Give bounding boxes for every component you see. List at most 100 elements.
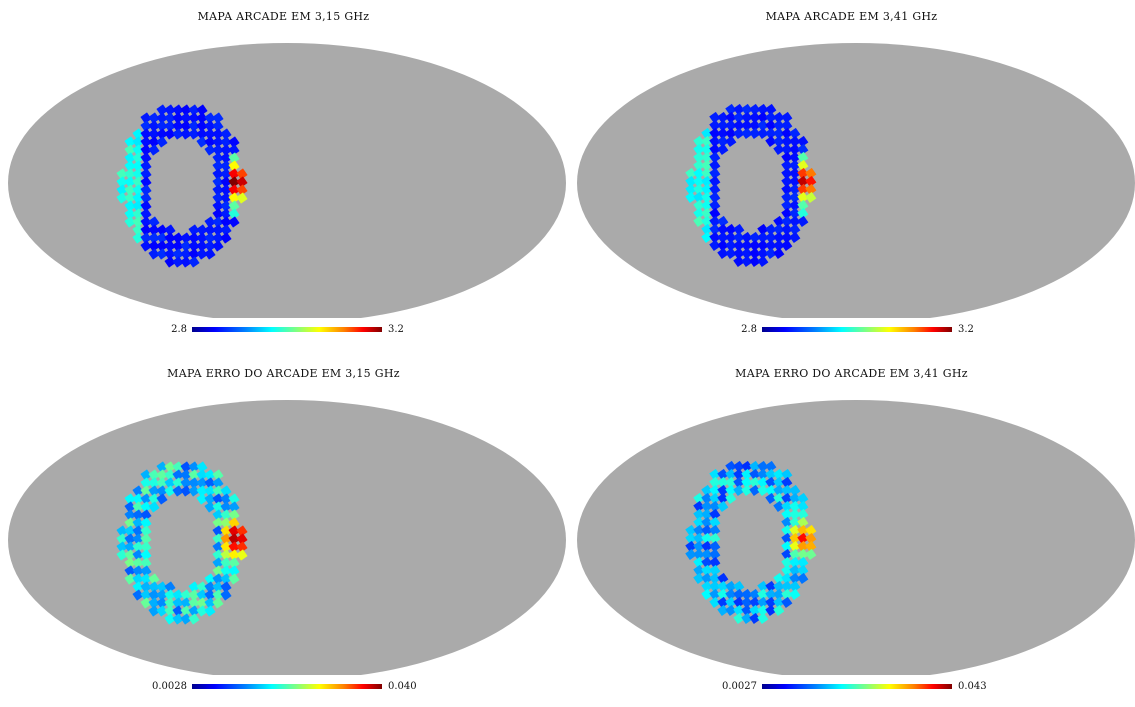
map-pixel <box>204 573 216 585</box>
map-pixel <box>693 516 705 528</box>
map-pixel <box>220 136 232 148</box>
map-pixel <box>220 557 232 569</box>
map-pixel <box>132 533 144 545</box>
colorbar-min-label: 2.8 <box>741 324 757 335</box>
map-pixel <box>140 224 152 236</box>
map-pixel <box>789 572 801 584</box>
map-pixel <box>132 525 144 537</box>
map-pixel <box>741 127 753 139</box>
map-pixel <box>797 199 809 211</box>
map-pixel <box>132 517 144 529</box>
sky-background <box>8 43 566 318</box>
map-pixel <box>781 500 793 512</box>
map-pixel <box>172 240 184 252</box>
map-pixel <box>781 468 793 480</box>
map-pixel <box>789 159 801 171</box>
map-pixel <box>701 484 713 496</box>
map-pixel <box>140 581 152 593</box>
map-pixel <box>228 501 240 513</box>
map-pixel <box>733 468 745 480</box>
map-pixel <box>228 517 240 529</box>
panel-title: MAPA ERRO DO ARCADE EM 3,41 GHz <box>735 367 968 380</box>
map-pixel <box>693 191 705 203</box>
map-pixel <box>765 135 777 147</box>
map-pixel <box>212 477 224 489</box>
map-pixel <box>765 103 777 115</box>
map-pixel <box>140 208 152 220</box>
map-pixel <box>781 223 793 235</box>
map-pixel <box>797 159 809 171</box>
map-pixel <box>188 477 200 489</box>
map-pixel <box>765 119 777 131</box>
map-pixel <box>693 159 705 171</box>
map-pixel <box>220 485 232 497</box>
map-pixel <box>220 176 232 188</box>
map-pixel <box>701 135 713 147</box>
map-pixel <box>140 176 152 188</box>
map-pixel <box>116 549 128 561</box>
map-pixel <box>757 223 769 235</box>
map-pixel <box>132 168 144 180</box>
map-pixel <box>717 588 729 600</box>
map-pixel <box>132 589 144 601</box>
map-pixel <box>196 112 208 124</box>
map-pixel <box>797 215 809 227</box>
map-pixel <box>212 128 224 140</box>
map-pixel <box>228 549 240 561</box>
map-pixel <box>172 256 184 268</box>
map-pixel <box>180 112 192 124</box>
map-pixel <box>733 127 745 139</box>
map-pixel <box>725 111 737 123</box>
map-pixel <box>733 476 745 488</box>
map-pixel <box>781 239 793 251</box>
map-pixel <box>709 231 721 243</box>
map-pixel <box>781 532 793 544</box>
map-pixel <box>212 485 224 497</box>
map-pixel <box>212 533 224 545</box>
map-pixel <box>725 135 737 147</box>
map-pixel <box>228 176 240 188</box>
map-pixel <box>685 167 697 179</box>
map-pixel <box>693 175 705 187</box>
map-pixel <box>140 160 152 172</box>
map-pixel <box>132 541 144 553</box>
map-pixel <box>797 175 809 187</box>
map-pixel <box>212 509 224 521</box>
map-pixel <box>709 564 721 576</box>
map-pixel <box>773 143 785 155</box>
map-pixel <box>236 533 248 545</box>
map-pixel <box>741 468 753 480</box>
map-pixel <box>709 540 721 552</box>
map-pixel <box>741 476 753 488</box>
map-pixel <box>741 111 753 123</box>
map-pixel <box>717 468 729 480</box>
map-pixel <box>188 240 200 252</box>
map-pixel <box>725 460 737 472</box>
map-pixel <box>789 492 801 504</box>
map-pixel <box>789 151 801 163</box>
map-pixel <box>773 247 785 259</box>
map-pixel <box>132 192 144 204</box>
map-pixel <box>693 492 705 504</box>
map-pixel <box>709 484 721 496</box>
map-pixel <box>220 224 232 236</box>
map-pixel <box>204 232 216 244</box>
map-pixel <box>741 239 753 251</box>
map-pixel <box>757 119 769 131</box>
map-pixel <box>709 215 721 227</box>
map-pixel <box>701 183 713 195</box>
map-pixel <box>132 557 144 569</box>
map-pixel <box>124 152 136 164</box>
map-pixel <box>781 215 793 227</box>
map-pixel <box>220 200 232 212</box>
map-pixel <box>765 484 777 496</box>
map-pixel <box>773 500 785 512</box>
map-pixel <box>709 239 721 251</box>
map-pixel <box>132 200 144 212</box>
map-pixel <box>124 565 136 577</box>
map-pixel <box>180 120 192 132</box>
map-pixel <box>693 135 705 147</box>
map-pixel <box>140 200 152 212</box>
map-pixel <box>228 136 240 148</box>
map-pixel <box>789 500 801 512</box>
